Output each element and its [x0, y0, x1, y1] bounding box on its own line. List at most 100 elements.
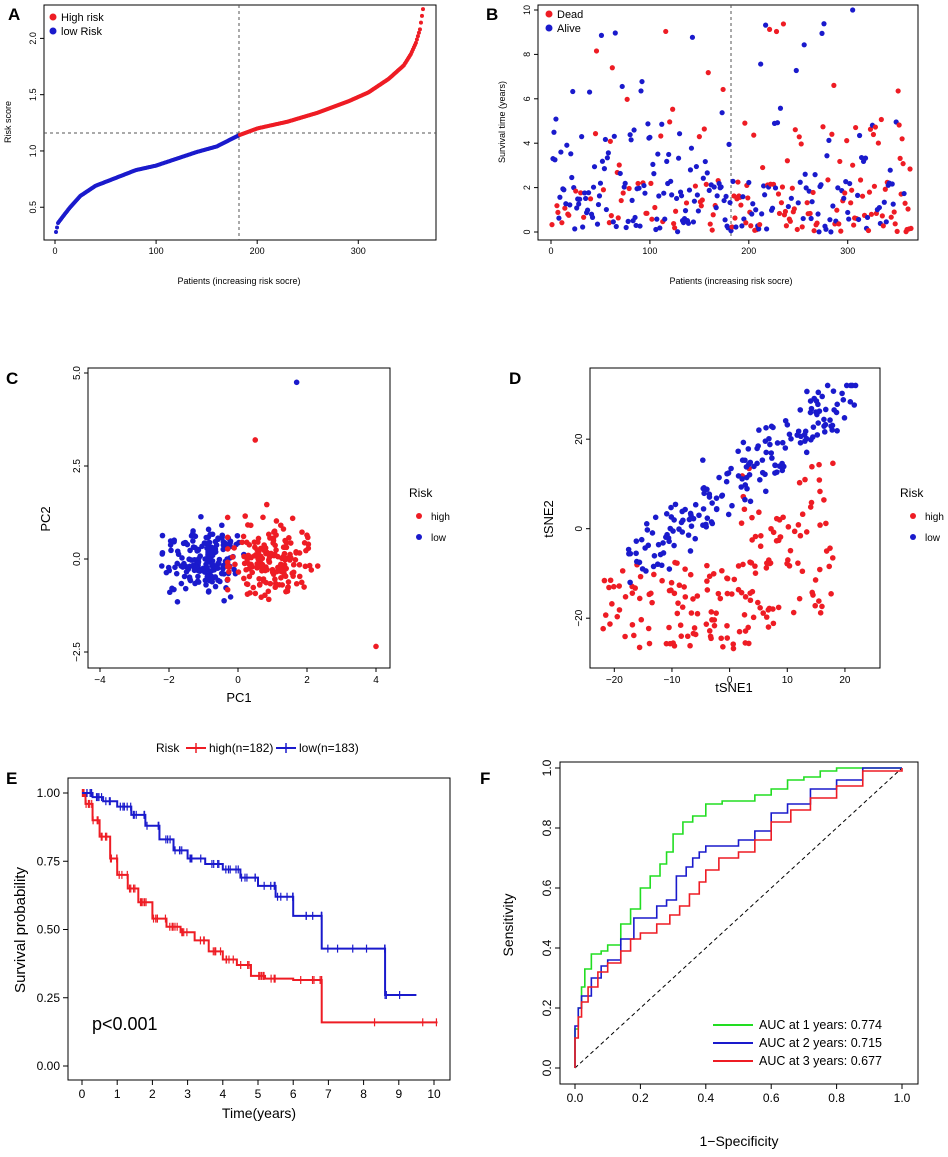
panel-d-point-high: [679, 604, 686, 610]
panel-b-point-alive: [793, 67, 799, 74]
panel-d-point-low: [794, 432, 801, 438]
panel-b-point-alive: [553, 116, 559, 122]
panel-d-point-low: [834, 401, 841, 408]
panel-d-y-tick-label: 0: [574, 525, 585, 531]
panel-b-point-alive: [678, 193, 685, 199]
panel-a-frame: [43, 4, 437, 241]
panel-d-point-high: [796, 595, 803, 602]
panel-c-legend-title: Risk: [409, 486, 433, 500]
panel-b-point-alive: [598, 32, 605, 38]
panel-d-point-high: [704, 587, 711, 593]
panel-d-point-low: [671, 542, 677, 549]
panel-d-point-low: [642, 545, 648, 551]
panel-b-point-dead: [907, 166, 913, 172]
panel-d-point-low: [782, 445, 789, 451]
panel-d-point-high: [675, 600, 681, 606]
panel-b-point-alive: [636, 185, 642, 191]
panel-b-point-alive: [706, 187, 712, 193]
panel-b-point-alive: [561, 187, 567, 193]
panel-c-point-high: [283, 544, 290, 551]
panel-b-point-alive: [726, 141, 732, 147]
panel-c-point-low: [183, 568, 190, 575]
panel-b-point-alive: [689, 34, 696, 40]
panel-d-point-low: [667, 525, 674, 532]
panel-d-point-high: [816, 598, 822, 604]
panel-c-point-low: [203, 582, 209, 588]
panel-d-point-low: [802, 438, 808, 444]
panel-f-x-tick-label: 0.4: [697, 1091, 714, 1105]
panel-d-point-high: [681, 584, 687, 590]
panel-b-point-dead: [842, 190, 848, 196]
panel-d-point-high: [826, 563, 833, 570]
panel-b-point-dead: [905, 206, 911, 212]
panel-b-point-alive: [688, 145, 695, 151]
panel-c-point-low: [182, 585, 189, 592]
panel-b-point-alive: [629, 197, 635, 203]
panel-d-point-high: [770, 606, 776, 612]
panel-d-point-low: [709, 520, 716, 527]
panel-c-point-high: [224, 514, 231, 521]
panel-b-x-tick-label: 200: [741, 246, 756, 256]
panel-b-point-alive: [676, 131, 683, 137]
panel-d-point-low: [839, 390, 845, 397]
panel-b-point-alive: [693, 163, 699, 170]
panel-d-point-high: [763, 565, 770, 571]
panel-f-xlabel: 1−Specificity: [700, 1133, 779, 1149]
panel-a-legend-marker-high: [49, 13, 57, 21]
panel-b-point-alive: [666, 151, 672, 158]
panel-d-point-high: [619, 568, 626, 574]
panel-c-point-high: [299, 529, 305, 535]
panel-d-point-high: [659, 577, 665, 584]
panel-d-point-low: [703, 523, 710, 530]
panel-c-point-high: [288, 555, 294, 561]
panel-d-legend-marker-low: [910, 534, 916, 540]
panel-d-point-high: [747, 597, 754, 604]
panel-e-curve-high: [82, 792, 438, 1024]
panel-b-y-tick-label: 2: [522, 185, 532, 190]
panel-c-point-low: [166, 589, 173, 596]
panel-d-point-low: [819, 393, 826, 400]
panel-b-point-alive: [653, 226, 659, 233]
panel-c-point-high: [273, 518, 280, 524]
panel-b-point-alive: [664, 158, 670, 164]
panel-b-point-dead: [581, 214, 587, 220]
panel-b-point-alive: [845, 209, 851, 216]
panel-d-point-low: [638, 536, 645, 543]
panel-b-point-alive: [719, 110, 725, 116]
panel-d-point-high: [808, 499, 815, 506]
panel-e-y-tick-label: 0.00: [37, 1059, 61, 1073]
panel-d-point-high: [601, 577, 608, 584]
panel-b-point-alive: [815, 211, 821, 217]
panel-c-point-high: [272, 576, 278, 583]
panel-d-point-low: [742, 496, 748, 503]
panel-b-y-tick-label: 4: [522, 141, 532, 146]
panel-c-point-high: [243, 566, 249, 573]
panel-d-point-low: [725, 511, 732, 518]
panel-b-point-alive: [628, 137, 634, 143]
panel-b-point-alive: [597, 180, 604, 186]
panel-e-x-tick-label: 2: [149, 1087, 156, 1101]
panel-d-point-low: [701, 490, 707, 497]
panel-c-point-high: [277, 567, 284, 573]
panel-d-point-high: [678, 633, 685, 639]
panel-d-point-high: [785, 524, 792, 530]
panel-d-point-high: [752, 533, 759, 540]
panel-c-point-high: [255, 556, 261, 562]
panel-b-point-alive: [721, 197, 727, 204]
panel-c-point-high: [260, 514, 266, 521]
panel-b-point-alive: [580, 224, 586, 230]
panel-d-point-high: [777, 534, 784, 540]
panel-d-point-high: [616, 583, 623, 589]
panel-d-point-high: [809, 463, 815, 470]
panel-d-point-low: [803, 449, 810, 456]
panel-b-point-dead: [658, 133, 664, 139]
panel-b-point-alive: [569, 174, 575, 181]
panel-d-point-high: [731, 576, 738, 583]
panel-c-legend-marker-high: [416, 513, 422, 519]
panel-b-point-alive: [889, 181, 895, 187]
panel-c-point-low: [159, 549, 166, 556]
panel-d-point-high: [690, 596, 696, 602]
panel-d-point-high: [687, 571, 694, 578]
panel-d-point-high: [674, 610, 681, 617]
panel-a-x-tick-label: 300: [351, 246, 366, 256]
